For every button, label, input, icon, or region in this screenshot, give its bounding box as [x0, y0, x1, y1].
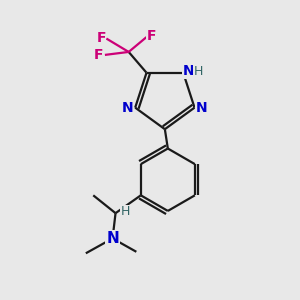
Text: H: H	[194, 65, 203, 78]
Text: N: N	[183, 64, 194, 78]
Text: N: N	[106, 231, 119, 246]
Text: F: F	[94, 48, 104, 62]
Text: H: H	[120, 205, 130, 218]
Text: F: F	[147, 29, 157, 44]
Text: N: N	[196, 100, 208, 115]
Text: N: N	[122, 100, 134, 115]
Text: F: F	[96, 31, 106, 45]
